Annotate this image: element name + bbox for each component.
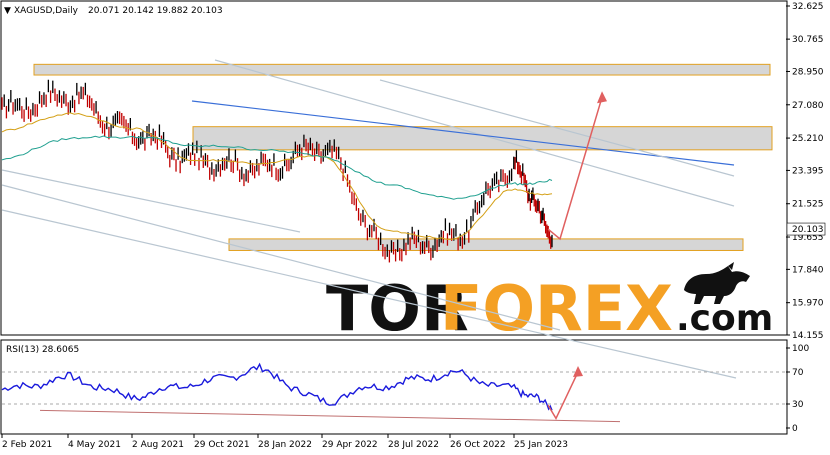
x-tick-label: 2 Aug 2021: [132, 440, 184, 450]
resistance-zone-1: [192, 126, 773, 151]
trend-line-4: [1, 169, 301, 233]
x-tick-label: 28 Jan 2022: [258, 440, 312, 450]
resistance-zone-0: [33, 63, 771, 76]
rsi-support-line: [39, 409, 621, 423]
rsi-tick-label: 70: [792, 368, 804, 378]
trend-line-5: [379, 79, 735, 177]
y-tick-label: 17.840: [792, 265, 824, 275]
dynamic-layer: 32.625 30.765 28.950 27.080 25.210 23.395 21.5…: [1, 2, 826, 450]
watermark-text-tor: TOR: [326, 272, 469, 345]
x-tick-label: 28 Jul 2022: [388, 440, 439, 450]
rsi-line: [1, 362, 553, 411]
slow-ma-line: [1, 135, 553, 200]
x-tick-label: 4 May 2021: [68, 440, 121, 450]
x-tick-label: 2 Feb 2021: [2, 440, 52, 450]
current-price-tag: [786, 222, 826, 236]
x-tick-label: 25 Jan 2023: [514, 440, 568, 450]
y-tick-label: 19.655: [792, 233, 824, 243]
trend-line-0: [1, 209, 737, 379]
rsi-tick-label: 100: [792, 344, 809, 354]
trend-line-3: [1, 184, 561, 331]
y-tick-label: 30.765: [792, 35, 824, 45]
rsi-title: RSI(13) 28.6065: [6, 345, 79, 355]
x-tick-label: 26 Oct 2022: [450, 440, 506, 450]
chart-symbol: XAGUSD,Daily: [14, 6, 79, 16]
y-tick-label: 15.970: [792, 299, 824, 309]
bull-logo-icon: [684, 262, 750, 304]
x-tick-label: 29 Apr 2022: [322, 440, 378, 450]
fast-ma-line: [1, 112, 553, 241]
y-tick-label: 28.950: [792, 67, 824, 77]
x-tick-label: 29 Oct 2021: [194, 440, 250, 450]
forecast-arrow: [547, 97, 603, 241]
torforex-watermark: TOR FOREX .com: [322, 262, 773, 345]
resistance-zone-2: [228, 238, 744, 251]
trend-line-2: [191, 100, 735, 166]
rsi-forecast-arrow: [547, 371, 579, 420]
chart-ohlc: 20.071 20.142 19.882 20.103: [88, 6, 223, 16]
collapse-arrow-icon[interactable]: ▼: [4, 6, 11, 16]
y-tick-label: 21.525: [792, 200, 824, 210]
y-tick-label: 25.210: [792, 134, 824, 144]
trend-line-1: [214, 59, 735, 207]
y-tick-label: 23.395: [792, 166, 824, 176]
y-tick-label: 14.155: [792, 331, 824, 341]
watermark-background: [322, 268, 762, 334]
forecast-arrowhead: [597, 91, 607, 104]
rsi-tick-label: 0: [792, 424, 798, 434]
watermark-text-com: .com: [676, 298, 773, 339]
rsi-forecast-arrowhead: [573, 366, 583, 377]
current-price-label: 20.103: [792, 225, 824, 235]
y-tick-label: 27.080: [792, 101, 824, 111]
rsi-tick-label: 30: [792, 400, 804, 410]
y-tick-label: 32.625: [792, 2, 824, 12]
